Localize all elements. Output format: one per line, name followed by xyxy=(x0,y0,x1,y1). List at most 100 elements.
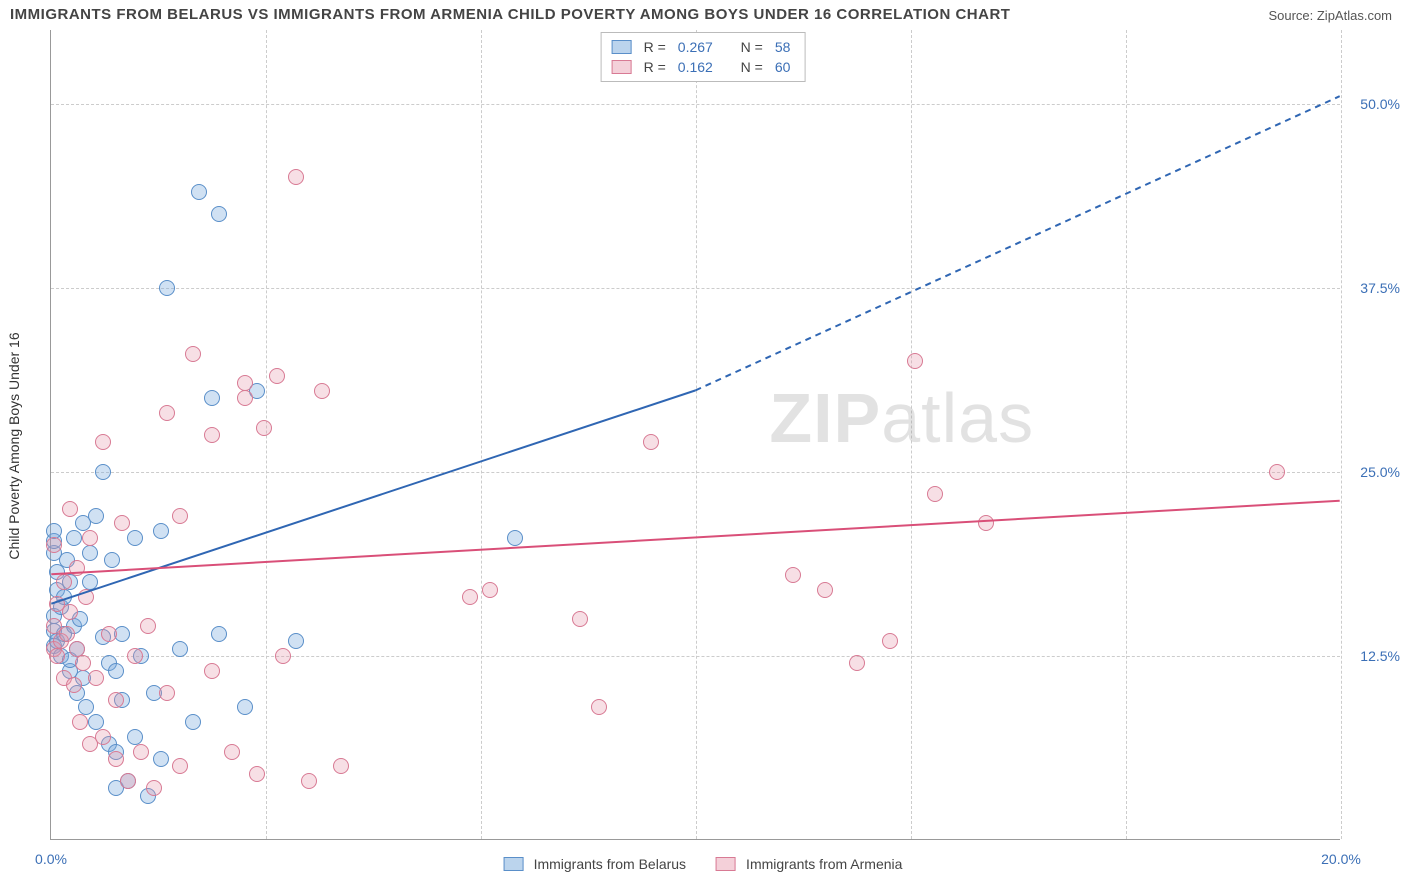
gridline-vertical xyxy=(911,30,912,839)
source-label: Source: ZipAtlas.com xyxy=(1268,8,1392,23)
scatter-point xyxy=(49,648,65,664)
scatter-point xyxy=(120,773,136,789)
legend-series-item: Immigrants from Belarus xyxy=(504,856,686,872)
scatter-point xyxy=(288,633,304,649)
scatter-point xyxy=(237,390,253,406)
correlation-legend: R = 0.267 N = 58 R = 0.162 N = 60 xyxy=(601,32,806,82)
scatter-point xyxy=(153,751,169,767)
legend-n-value: 58 xyxy=(775,39,791,55)
scatter-point xyxy=(82,574,98,590)
gridline-vertical xyxy=(1126,30,1127,839)
scatter-point xyxy=(75,655,91,671)
scatter-point xyxy=(314,383,330,399)
scatter-point xyxy=(62,604,78,620)
series-legend: Immigrants from Belarus Immigrants from A… xyxy=(504,856,903,872)
scatter-point xyxy=(69,641,85,657)
scatter-point xyxy=(95,434,111,450)
scatter-point xyxy=(572,611,588,627)
scatter-point xyxy=(237,375,253,391)
scatter-point xyxy=(159,405,175,421)
y-tick-label: 37.5% xyxy=(1345,280,1400,296)
legend-correlation-row: R = 0.162 N = 60 xyxy=(612,57,795,77)
legend-r-value: 0.267 xyxy=(678,39,713,55)
scatter-point xyxy=(95,464,111,480)
scatter-point xyxy=(249,766,265,782)
scatter-point xyxy=(88,508,104,524)
scatter-point xyxy=(172,758,188,774)
scatter-point xyxy=(191,184,207,200)
scatter-point xyxy=(82,530,98,546)
scatter-point xyxy=(82,545,98,561)
scatter-point xyxy=(78,589,94,605)
scatter-point xyxy=(46,537,62,553)
y-tick-label: 25.0% xyxy=(1345,464,1400,480)
legend-r-value: 0.162 xyxy=(678,59,713,75)
scatter-point xyxy=(204,427,220,443)
scatter-point xyxy=(172,641,188,657)
scatter-point xyxy=(69,560,85,576)
plot-area: ZIPatlas 12.5%25.0%37.5%50.0%0.0%20.0% xyxy=(50,30,1340,840)
scatter-point xyxy=(978,515,994,531)
watermark: ZIPatlas xyxy=(769,378,1034,458)
scatter-point xyxy=(133,744,149,760)
gridline-vertical xyxy=(481,30,482,839)
scatter-point xyxy=(101,626,117,642)
scatter-point xyxy=(127,648,143,664)
scatter-point xyxy=(301,773,317,789)
legend-n-value: 60 xyxy=(775,59,791,75)
legend-r-label: R = xyxy=(644,59,666,75)
scatter-point xyxy=(204,390,220,406)
scatter-point xyxy=(224,744,240,760)
legend-n-label: N = xyxy=(741,59,763,75)
scatter-point xyxy=(288,169,304,185)
scatter-point xyxy=(211,206,227,222)
scatter-point xyxy=(333,758,349,774)
y-tick-label: 50.0% xyxy=(1345,96,1400,112)
scatter-point xyxy=(140,618,156,634)
scatter-point xyxy=(275,648,291,664)
scatter-point xyxy=(66,677,82,693)
scatter-point xyxy=(591,699,607,715)
legend-series-label: Immigrants from Belarus xyxy=(534,856,686,872)
scatter-point xyxy=(159,280,175,296)
scatter-point xyxy=(927,486,943,502)
scatter-point xyxy=(204,663,220,679)
scatter-point xyxy=(114,515,130,531)
x-tick-label: 0.0% xyxy=(35,851,67,867)
scatter-point xyxy=(88,714,104,730)
scatter-point xyxy=(849,655,865,671)
scatter-point xyxy=(108,663,124,679)
scatter-point xyxy=(104,552,120,568)
legend-series-label: Immigrants from Armenia xyxy=(746,856,902,872)
legend-swatch xyxy=(612,40,632,54)
scatter-point xyxy=(46,523,62,539)
gridline-vertical xyxy=(1341,30,1342,839)
scatter-point xyxy=(59,626,75,642)
scatter-point xyxy=(643,434,659,450)
scatter-point xyxy=(78,699,94,715)
scatter-point xyxy=(159,685,175,701)
scatter-point xyxy=(1269,464,1285,480)
scatter-point xyxy=(507,530,523,546)
scatter-point xyxy=(108,692,124,708)
scatter-point xyxy=(153,523,169,539)
gridline-vertical xyxy=(696,30,697,839)
legend-n-label: N = xyxy=(741,39,763,55)
scatter-point xyxy=(62,501,78,517)
scatter-point xyxy=(185,714,201,730)
scatter-point xyxy=(95,729,111,745)
scatter-point xyxy=(72,714,88,730)
legend-r-label: R = xyxy=(644,39,666,55)
scatter-point xyxy=(482,582,498,598)
scatter-point xyxy=(185,346,201,362)
scatter-point xyxy=(56,574,72,590)
legend-series-item: Immigrants from Armenia xyxy=(716,856,902,872)
scatter-point xyxy=(66,530,82,546)
x-tick-label: 20.0% xyxy=(1321,851,1361,867)
scatter-point xyxy=(127,530,143,546)
scatter-point xyxy=(108,751,124,767)
scatter-point xyxy=(256,420,272,436)
scatter-point xyxy=(172,508,188,524)
scatter-point xyxy=(237,699,253,715)
y-tick-label: 12.5% xyxy=(1345,648,1400,664)
